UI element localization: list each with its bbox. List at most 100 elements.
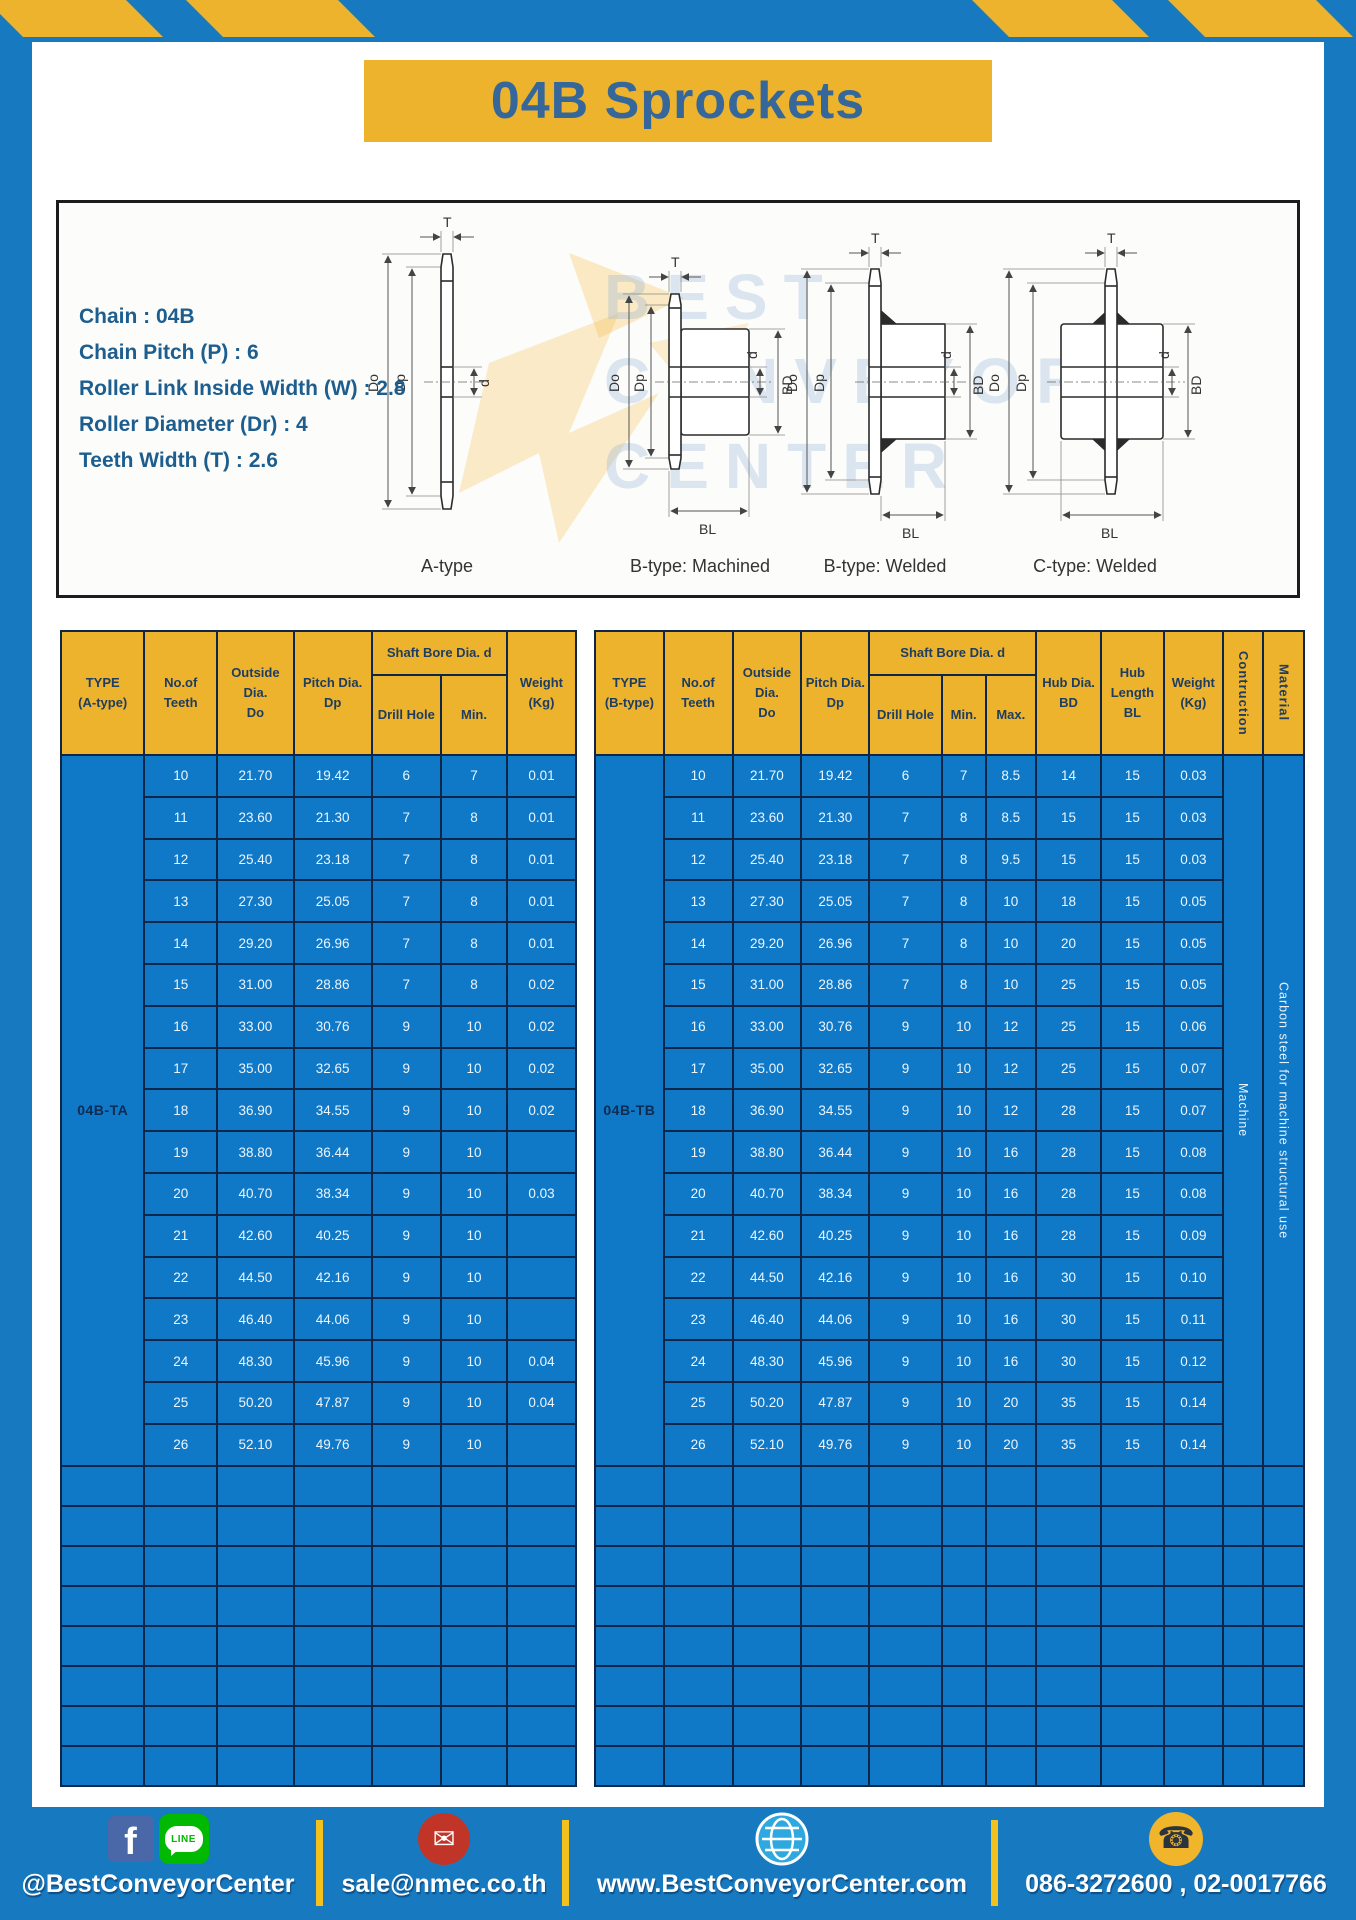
value-cell: 28 xyxy=(1034,1171,1103,1216)
value-cell: 10 xyxy=(440,1255,508,1300)
value-cell: 0.03 xyxy=(1162,837,1225,882)
value-cell: 30.76 xyxy=(800,1004,871,1049)
value-cell: 0.11 xyxy=(1162,1297,1225,1342)
value-cell: 25 xyxy=(1034,962,1103,1007)
page-sheet: 04B Sprockets BEST CONVEYOR CENTER Chain… xyxy=(32,42,1324,1807)
empty-cell xyxy=(1034,1704,1103,1747)
value-cell: 32.65 xyxy=(800,1046,871,1091)
empty-cell xyxy=(370,1664,443,1707)
table-row: 23 46.40 44.06 9 10 xyxy=(61,1297,578,1342)
empty-cell xyxy=(505,1624,578,1667)
value-cell: 26.96 xyxy=(292,921,373,965)
empty-cell xyxy=(594,1744,665,1787)
table-row: 14 29.20 26.96 7 8 0.01 xyxy=(61,921,578,965)
value-cell: 10 xyxy=(940,1004,987,1049)
empty-cell xyxy=(731,1704,803,1747)
value-cell: 0.02 xyxy=(505,1004,578,1049)
table-a-type: TYPE (A-type) No.of Teeth Outside Dia. D… xyxy=(59,630,578,1787)
footer-contact-band: f LINE @BestConveyorCenter ✉ sale@nmec.c… xyxy=(0,1807,1356,1920)
table-row: 25 50.20 47.87 9 10 0.04 xyxy=(61,1380,578,1425)
value-cell: 15 xyxy=(1100,1380,1165,1425)
empty-cell xyxy=(1100,1704,1165,1747)
empty-cell xyxy=(1222,1544,1264,1587)
value-cell: 7 xyxy=(370,921,443,965)
table-row: 26 52.10 49.76 9 10 20 35 15 0.14 xyxy=(595,1422,1304,1467)
value-cell: 0.02 xyxy=(505,1088,578,1133)
value-cell: 44.06 xyxy=(800,1297,871,1342)
empty-cell xyxy=(800,1544,871,1587)
value-cell: 9 xyxy=(868,1422,943,1467)
value-cell: 0.05 xyxy=(1162,962,1225,1007)
empty-cell xyxy=(1100,1584,1165,1627)
drawing-b-type-machined: Do Dp T d xyxy=(605,209,795,577)
value-cell: 30.76 xyxy=(292,1004,373,1049)
value-cell: 25 xyxy=(662,1380,734,1425)
phone-numbers-text: 086-3272600 , 02-0017766 xyxy=(1025,1870,1327,1898)
empty-cell xyxy=(594,1624,665,1667)
value-cell: 0.01 xyxy=(505,754,578,798)
empty-cell xyxy=(143,1624,219,1667)
empty-cell xyxy=(1034,1624,1103,1667)
empty-cell xyxy=(59,1584,146,1627)
value-cell: 0.04 xyxy=(505,1339,578,1383)
empty-cell xyxy=(984,1584,1037,1627)
value-cell: 38.34 xyxy=(800,1171,871,1216)
drawing-a-type: Do Dp T d A-type xyxy=(359,209,535,577)
value-cell: 7 xyxy=(868,921,943,965)
type-label-cell: 04B-TB xyxy=(594,754,665,1467)
empty-cell xyxy=(594,1704,665,1747)
empty-cell xyxy=(505,1504,578,1547)
dim-label-bd: BD xyxy=(970,376,985,395)
value-cell: 12 xyxy=(143,837,219,882)
value-cell: 25.05 xyxy=(800,879,871,924)
empty-cell xyxy=(940,1664,987,1707)
value-cell: 9 xyxy=(370,1297,443,1342)
value-cell: 28 xyxy=(1034,1213,1103,1258)
col-header-pitch-dia: Pitch Dia. Dp xyxy=(800,630,871,756)
value-cell xyxy=(505,1297,578,1342)
value-cell: 48.30 xyxy=(216,1339,295,1383)
value-cell: 8 xyxy=(940,921,987,965)
value-cell: 9 xyxy=(868,1255,943,1300)
value-cell: 18 xyxy=(143,1088,219,1133)
value-cell: 8.5 xyxy=(984,754,1037,798)
value-cell: 0.14 xyxy=(1162,1380,1225,1425)
value-cell: 15 xyxy=(662,962,734,1007)
value-cell: 28 xyxy=(1034,1130,1103,1174)
empty-table-row xyxy=(594,1744,1306,1787)
value-cell: 35 xyxy=(1034,1422,1103,1467)
col-header-hub-length: Hub Length BL xyxy=(1100,630,1165,756)
value-cell: 33.00 xyxy=(216,1004,295,1049)
empty-cell xyxy=(440,1464,508,1507)
dim-label-dp: Dp xyxy=(392,374,408,392)
value-cell: 9 xyxy=(370,1171,443,1216)
empty-cell xyxy=(1034,1664,1103,1707)
empty-cell xyxy=(505,1544,578,1587)
value-cell: 15 xyxy=(1100,1004,1165,1049)
drawing-b-type-welded: Do Dp T xyxy=(785,209,985,577)
value-cell: 9 xyxy=(370,1422,443,1467)
drawing-caption: A-type xyxy=(420,556,474,576)
value-cell: 22 xyxy=(143,1255,219,1300)
value-cell: 40.25 xyxy=(800,1213,871,1258)
empty-cell xyxy=(370,1504,443,1547)
value-cell: 27.30 xyxy=(216,879,295,924)
value-cell: 7 xyxy=(370,837,443,882)
value-cell: 9 xyxy=(370,1380,443,1425)
col-header-outside-dia: Outside Dia. Do xyxy=(731,630,803,756)
value-cell: 10 xyxy=(440,1380,508,1425)
value-cell: 10 xyxy=(984,962,1037,1007)
value-cell: 0.03 xyxy=(1162,754,1225,798)
value-cell: 15 xyxy=(1100,1339,1165,1383)
value-cell: 25.05 xyxy=(292,879,373,924)
value-cell: 15 xyxy=(1100,1297,1165,1342)
empty-cell xyxy=(1034,1584,1103,1627)
empty-cell xyxy=(143,1584,219,1627)
value-cell: 10 xyxy=(940,1213,987,1258)
empty-cell xyxy=(1162,1624,1225,1667)
value-cell: 19.42 xyxy=(800,754,871,798)
value-cell: 10 xyxy=(940,1130,987,1174)
dim-label-d: d xyxy=(938,351,954,359)
value-cell: 25 xyxy=(1034,1046,1103,1091)
value-cell: 28.86 xyxy=(800,962,871,1007)
